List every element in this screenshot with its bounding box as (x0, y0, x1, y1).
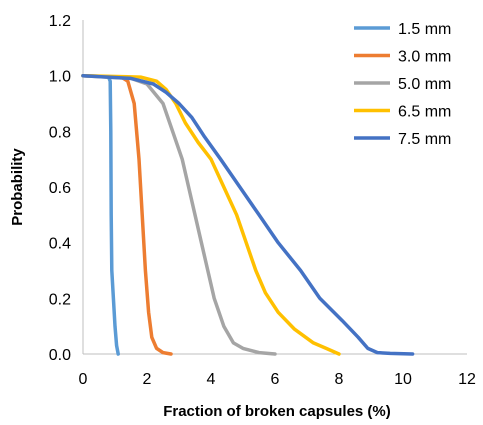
x-axis-title: Fraction of broken capsules (%) (163, 403, 391, 420)
y-tick-label: 1.2 (49, 13, 71, 30)
series-line (81, 73, 173, 356)
legend: 1.5 mm 3.0 mm 5.0 mm 6.5 mm 7.5 mm (354, 21, 451, 148)
y-tick-label: 0.0 (49, 347, 71, 364)
series-line (81, 73, 415, 356)
x-tick-label: 0 (79, 371, 88, 388)
y-tick-label: 0.8 (49, 124, 71, 141)
series-line (81, 73, 341, 356)
y-axis-title: Probability (9, 148, 26, 226)
y-tick-labels: 0.0 0.2 0.4 0.6 0.8 1.0 1.2 (49, 13, 71, 364)
x-tick-label: 10 (394, 371, 412, 388)
series-line (81, 73, 277, 356)
x-tick-label: 12 (458, 371, 476, 388)
legend-label: 7.5 mm (398, 131, 451, 148)
x-tick-label: 6 (271, 371, 280, 388)
legend-label: 6.5 mm (398, 104, 451, 121)
legend-label: 3.0 mm (398, 49, 451, 66)
x-tick-label: 2 (143, 371, 152, 388)
series-line (81, 73, 120, 356)
y-tick-label: 0.2 (49, 291, 71, 308)
series-group (81, 73, 415, 356)
x-tick-label: 4 (207, 371, 216, 388)
legend-label: 1.5 mm (398, 21, 451, 38)
y-tick-label: 0.6 (49, 180, 71, 197)
y-tick-label: 0.4 (49, 236, 71, 253)
plot-area (81, 20, 467, 356)
x-tick-labels: 0 2 4 6 8 10 12 (79, 371, 476, 388)
legend-label: 5.0 mm (398, 76, 451, 93)
x-tick-label: 8 (335, 371, 344, 388)
y-tick-label: 1.0 (49, 69, 71, 86)
